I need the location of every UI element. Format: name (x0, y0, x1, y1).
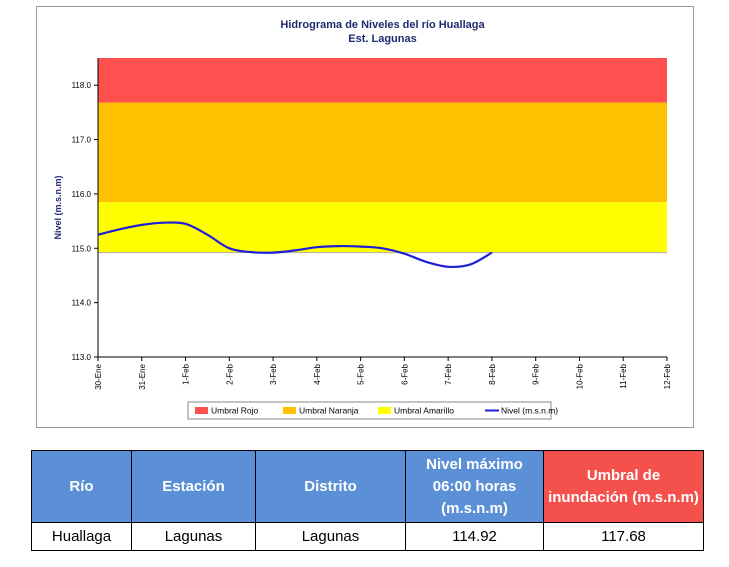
table-header-row: Río Estación Distrito Nivel máximo 06:00… (31, 450, 704, 523)
band-umbral-rojo (98, 58, 667, 103)
cell-nivel-maximo: 114.92 (405, 522, 544, 551)
x-tick-label: 30-Ene (94, 363, 103, 389)
legend-swatch-umbral-naranja (283, 407, 296, 414)
header-nivel-maximo: Nivel máximo 06:00 horas (m.s.n.m) (405, 450, 544, 523)
header-rio: Río (31, 450, 132, 523)
table-row: Huallaga Lagunas Lagunas 114.92 117.68 (31, 522, 704, 551)
x-tick-label: 2-Feb (225, 363, 234, 384)
x-tick-label: 7-Feb (444, 363, 453, 384)
legend-label-nivel-m-s-n-m: Nivel (m.s.n.m) (501, 406, 558, 416)
x-tick-label: 5-Feb (357, 363, 366, 384)
x-tick-label: 11-Feb (619, 363, 628, 388)
legend-swatch-umbral-rojo (195, 407, 208, 414)
level-table: Río Estación Distrito Nivel máximo 06:00… (31, 450, 704, 551)
series-line-nivel (97, 221, 493, 269)
legend-box (187, 401, 552, 420)
x-tick-label: 31-Ene (138, 363, 147, 389)
header-umbral-inundacion: Umbral de inundación (m.s.n.m) (543, 450, 704, 523)
x-tick-label: 1-Feb (182, 363, 191, 384)
x-tick-label: 12-Feb (663, 363, 672, 389)
y-tick-label: 117.0 (72, 136, 92, 145)
y-tick-label: 118.0 (72, 81, 92, 90)
cell-umbral-inundacion: 117.68 (543, 522, 704, 551)
x-tick-label: 4-Feb (313, 363, 322, 384)
y-tick-label: 116.0 (72, 190, 92, 199)
chart-title: Hidrograma de Niveles del río Huallaga (280, 19, 485, 31)
y-tick-label: 114.0 (72, 299, 92, 308)
y-axis-label: Nivel (m.s.n.m) (53, 175, 63, 239)
x-tick-label: 3-Feb (269, 363, 278, 384)
chart-frame: Hidrograma de Niveles del río Huallaga Es… (36, 6, 694, 428)
cell-distrito: Lagunas (255, 522, 406, 551)
legend-label-umbral-naranja: Umbral Naranja (299, 406, 359, 416)
band-umbral-naranja (98, 102, 667, 203)
band-umbral-amarillo (98, 202, 667, 253)
legend-swatch-umbral-amarillo (378, 407, 391, 414)
chart-subtitle: Est. Lagunas (348, 33, 416, 45)
x-tick-label: 6-Feb (400, 363, 409, 384)
cell-rio: Huallaga (31, 522, 132, 551)
hydrograph-chart: Hidrograma de Niveles del río Huallaga Es… (53, 19, 672, 420)
y-tick-label: 113.0 (72, 353, 92, 362)
x-tick-label: 8-Feb (488, 363, 497, 384)
x-tick-label: 10-Feb (575, 363, 584, 389)
x-tick-label: 9-Feb (532, 363, 541, 384)
legend-label-umbral-rojo: Umbral Rojo (211, 406, 259, 416)
y-tick-label: 115.0 (72, 244, 92, 253)
cell-estacion: Lagunas (131, 522, 256, 551)
header-distrito: Distrito (255, 450, 406, 523)
legend-label-umbral-amarillo: Umbral Amarillo (394, 406, 454, 416)
header-estacion: Estación (131, 450, 256, 523)
